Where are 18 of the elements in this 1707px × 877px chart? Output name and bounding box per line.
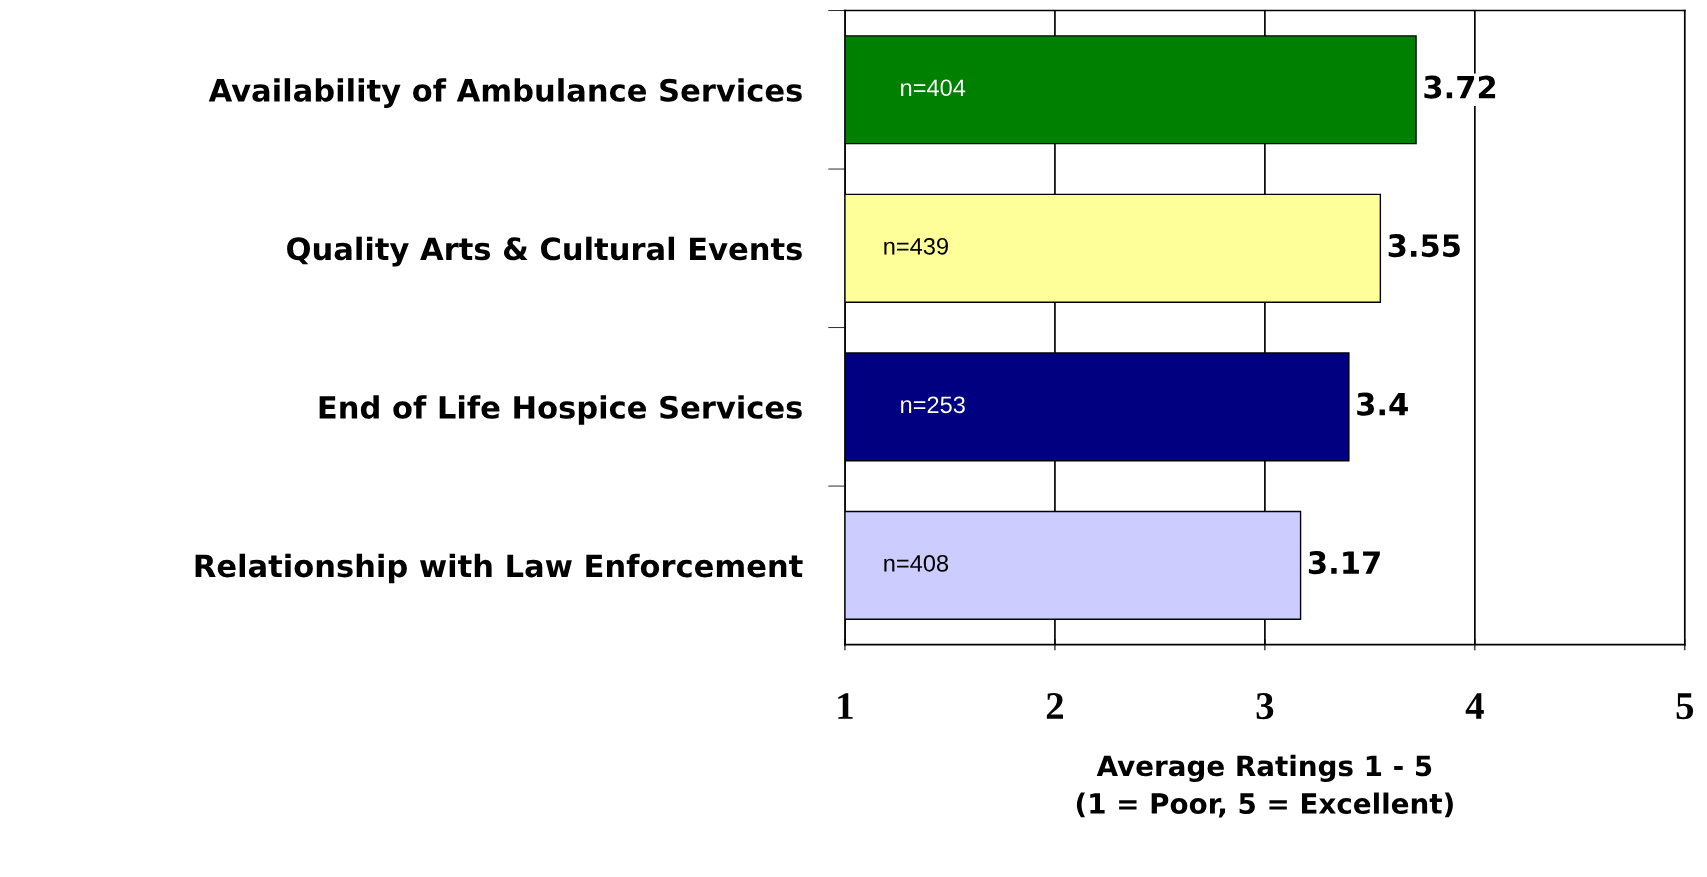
annotation: n=408 [884,554,949,572]
y-tick-label: Relationship with Law Enforcement [195,553,803,584]
annotation: n=253 [901,396,965,414]
y-tick-label: End of Life Hospice Services [319,395,802,425]
x-tick-label: 1 [838,693,853,719]
x-tick-label: 3 [1256,693,1274,720]
x-axis-title: Average Ratings 1 - 5 (1 = Poor, 5 = Excellent) [1076,754,1453,818]
x-tick-label: 4 [1465,693,1484,719]
data-label: 3.55 [1388,234,1460,258]
y-tick-label: Quality Arts & Cultural Events [287,236,802,267]
data-label: 3.4 [1357,392,1408,416]
annotation: n=439 [884,237,948,255]
y-tick-label: Availability of Ambulance Services [208,78,802,108]
data-label: 3.72 [1424,75,1496,99]
x-tick-label: 5 [1676,693,1694,720]
annotation: n=404 [901,79,966,97]
x-tick-label: 2 [1046,693,1063,719]
data-label: 3.17 [1308,551,1380,575]
